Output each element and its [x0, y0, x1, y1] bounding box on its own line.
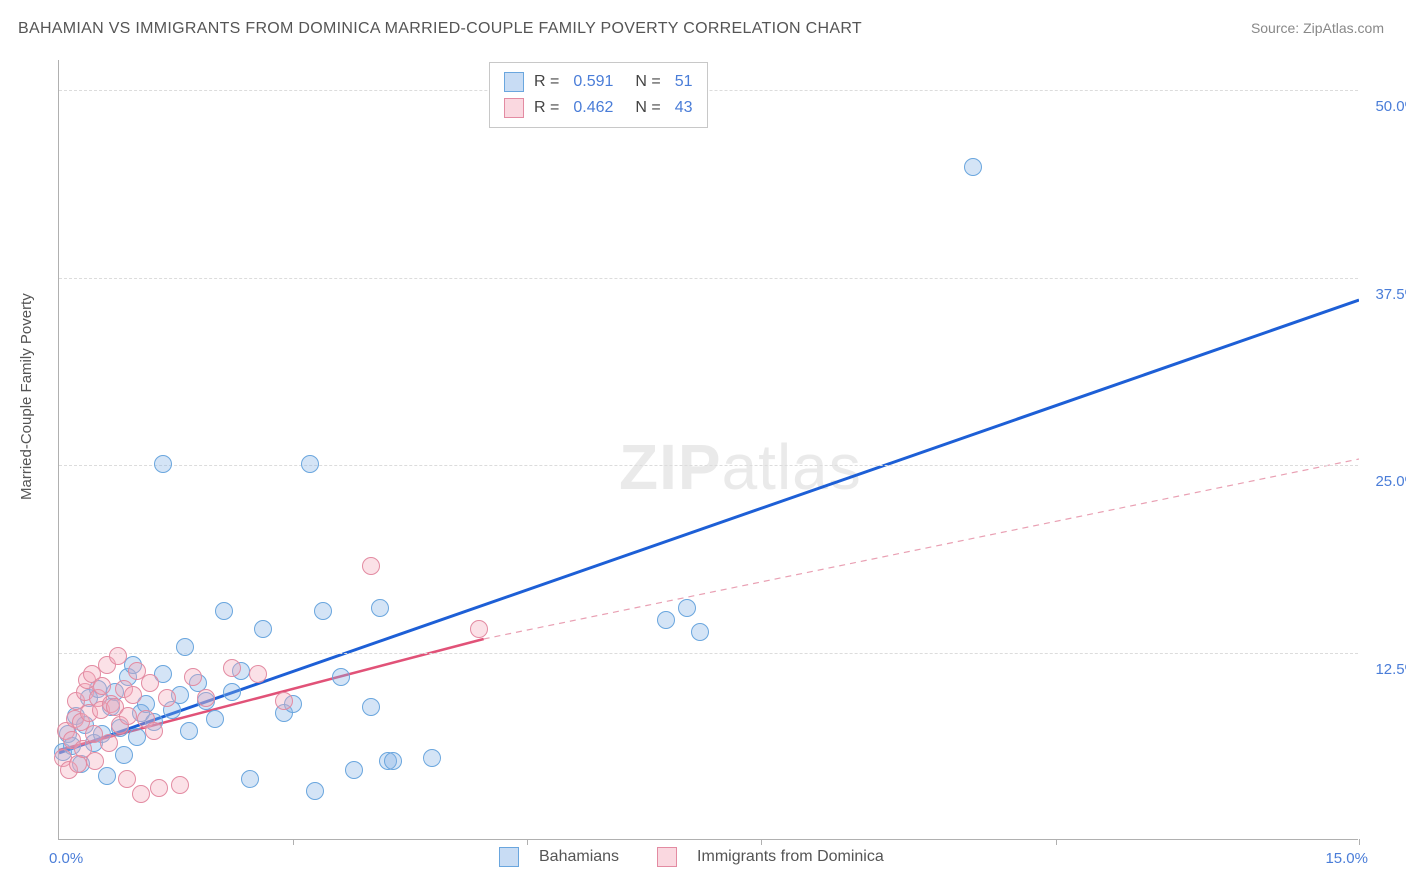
data-point — [176, 638, 194, 656]
data-point — [223, 683, 241, 701]
data-point — [306, 782, 324, 800]
legend-series: Bahamians Immigrants from Dominica — [499, 847, 884, 867]
gridline — [59, 278, 1358, 279]
r-value-1: 0.591 — [573, 69, 613, 95]
chart-area: Married-Couple Family Poverty ZIPatlas 1… — [58, 60, 1358, 840]
source-label: Source: ZipAtlas.com — [1251, 20, 1384, 36]
data-point — [86, 752, 104, 770]
r-label-2: R = — [534, 95, 559, 121]
x-tick-mark — [527, 839, 528, 845]
data-point — [145, 722, 163, 740]
data-point — [154, 455, 172, 473]
n-value-2: 43 — [675, 95, 693, 121]
y-tick-label: 37.5% — [1375, 286, 1406, 303]
data-point — [332, 668, 350, 686]
legend-stats: R = 0.591 N = 51 R = 0.462 N = 43 — [489, 62, 708, 128]
data-point — [241, 770, 259, 788]
r-value-2: 0.462 — [573, 95, 613, 121]
data-point — [384, 752, 402, 770]
data-point — [100, 734, 118, 752]
data-point — [206, 710, 224, 728]
swatch-pink-icon — [504, 98, 524, 118]
data-point — [223, 659, 241, 677]
data-point — [314, 602, 332, 620]
data-point — [362, 557, 380, 575]
data-point — [301, 455, 319, 473]
data-point — [345, 761, 363, 779]
y-axis-label: Married-Couple Family Poverty — [18, 293, 35, 500]
data-point — [118, 770, 136, 788]
chart-title: BAHAMIAN VS IMMIGRANTS FROM DOMINICA MAR… — [18, 20, 862, 38]
data-point — [171, 776, 189, 794]
data-point — [132, 785, 150, 803]
swatch-blue-icon — [504, 72, 524, 92]
data-point — [119, 707, 137, 725]
x-tick-mark — [1056, 839, 1057, 845]
legend-label-bahamians: Bahamians — [539, 848, 619, 866]
data-point — [158, 689, 176, 707]
data-point — [141, 674, 159, 692]
data-point — [180, 722, 198, 740]
plot-region: ZIPatlas 12.5%25.0%37.5%50.0% R = 0.591 … — [58, 60, 1358, 840]
legend-label-dominica: Immigrants from Dominica — [697, 848, 884, 866]
gridline — [59, 653, 1358, 654]
data-point — [93, 677, 111, 695]
data-point — [249, 665, 267, 683]
r-label-1: R = — [534, 69, 559, 95]
n-value-1: 51 — [675, 69, 693, 95]
y-tick-label: 50.0% — [1375, 98, 1406, 115]
x-tick-mark — [1359, 839, 1360, 845]
y-tick-label: 12.5% — [1375, 661, 1406, 678]
data-point — [470, 620, 488, 638]
data-point — [423, 749, 441, 767]
data-point — [150, 779, 168, 797]
data-point — [678, 599, 696, 617]
n-label-2: N = — [635, 95, 660, 121]
legend-stats-row-1: R = 0.591 N = 51 — [504, 69, 693, 95]
data-point — [124, 686, 142, 704]
data-point — [657, 611, 675, 629]
swatch-blue-icon — [499, 847, 519, 867]
data-point — [254, 620, 272, 638]
x-axis-max-label: 15.0% — [1325, 850, 1368, 867]
data-point — [98, 767, 116, 785]
data-point — [128, 728, 146, 746]
legend-stats-row-2: R = 0.462 N = 43 — [504, 95, 693, 121]
x-tick-mark — [761, 839, 762, 845]
data-point — [371, 599, 389, 617]
data-point — [215, 602, 233, 620]
data-point — [115, 746, 133, 764]
data-point — [109, 647, 127, 665]
data-point — [691, 623, 709, 641]
x-axis-min-label: 0.0% — [49, 850, 83, 867]
data-point — [184, 668, 202, 686]
trend-lines — [59, 60, 1359, 840]
y-tick-label: 25.0% — [1375, 473, 1406, 490]
gridline — [59, 90, 1358, 91]
gridline — [59, 465, 1358, 466]
data-point — [362, 698, 380, 716]
data-point — [197, 689, 215, 707]
n-label-1: N = — [635, 69, 660, 95]
trend-line — [484, 459, 1359, 639]
data-point — [275, 692, 293, 710]
swatch-pink-icon — [657, 847, 677, 867]
x-tick-mark — [293, 839, 294, 845]
data-point — [964, 158, 982, 176]
trend-line — [59, 300, 1359, 753]
